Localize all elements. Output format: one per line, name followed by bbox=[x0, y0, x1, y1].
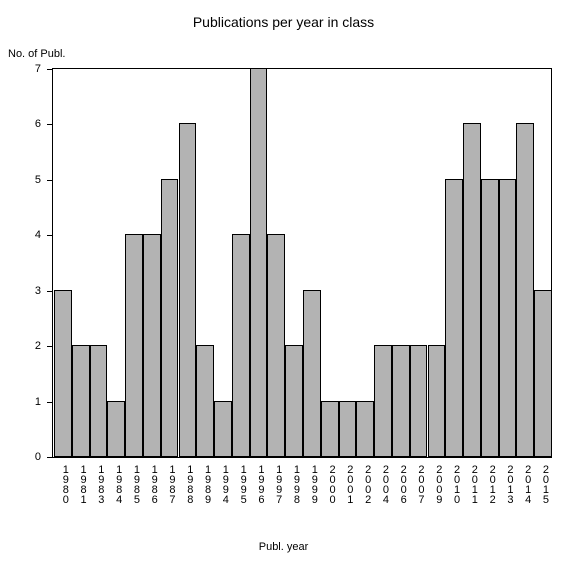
bar bbox=[72, 345, 90, 457]
x-tick-label: 2015 bbox=[533, 464, 551, 504]
x-tick-label: 2012 bbox=[480, 464, 498, 504]
bar bbox=[196, 345, 214, 457]
x-tick-label: 1996 bbox=[249, 464, 267, 504]
x-axis-label: Publ. year bbox=[0, 541, 567, 553]
x-tick-label: 2010 bbox=[444, 464, 462, 504]
bar bbox=[463, 123, 481, 457]
x-tick-label: 2011 bbox=[462, 464, 480, 504]
x-tick-label: 2006 bbox=[391, 464, 409, 504]
y-tick-label: 2 bbox=[0, 340, 41, 352]
x-tick-label: 1980 bbox=[53, 464, 71, 504]
bar bbox=[179, 123, 197, 457]
bar bbox=[481, 179, 499, 457]
y-tick-mark bbox=[47, 457, 52, 458]
x-tick-label: 2000 bbox=[320, 464, 338, 504]
bar bbox=[516, 123, 534, 457]
bar bbox=[392, 345, 410, 457]
bar bbox=[54, 290, 72, 457]
bar bbox=[267, 234, 285, 457]
x-tick-label: 1983 bbox=[89, 464, 107, 504]
bar bbox=[499, 179, 517, 457]
y-tick-mark bbox=[47, 180, 52, 181]
bar bbox=[410, 345, 428, 457]
y-tick-label: 3 bbox=[0, 285, 41, 297]
x-tick-label: 2013 bbox=[498, 464, 516, 504]
x-tick-label: 1994 bbox=[213, 464, 231, 504]
y-tick-label: 6 bbox=[0, 118, 41, 130]
bar bbox=[534, 290, 552, 457]
bar bbox=[428, 345, 446, 457]
bar bbox=[303, 290, 321, 457]
bar bbox=[285, 345, 303, 457]
bar bbox=[339, 401, 357, 457]
y-tick-mark bbox=[47, 346, 52, 347]
x-tick-label: 2009 bbox=[427, 464, 445, 504]
bar bbox=[232, 234, 250, 457]
x-tick-label: 1998 bbox=[284, 464, 302, 504]
x-tick-label: 1984 bbox=[106, 464, 124, 504]
bar bbox=[445, 179, 463, 457]
bar bbox=[214, 401, 232, 457]
x-tick-label: 1988 bbox=[178, 464, 196, 504]
y-tick-label: 4 bbox=[0, 229, 41, 241]
x-tick-label: 2014 bbox=[515, 464, 533, 504]
bar bbox=[321, 401, 339, 457]
x-tick-label: 1989 bbox=[195, 464, 213, 504]
bar bbox=[125, 234, 143, 457]
y-tick-mark bbox=[47, 69, 52, 70]
bar bbox=[143, 234, 161, 457]
y-axis-label: No. of Publ. bbox=[8, 48, 65, 60]
bar bbox=[161, 179, 179, 457]
x-tick-label: 1999 bbox=[302, 464, 320, 504]
x-tick-label: 2002 bbox=[355, 464, 373, 504]
y-tick-mark bbox=[47, 402, 52, 403]
x-tick-label: 1986 bbox=[142, 464, 160, 504]
x-tick-label: 1987 bbox=[160, 464, 178, 504]
chart-container: Publications per year in class No. of Pu… bbox=[0, 0, 567, 567]
bar bbox=[90, 345, 108, 457]
x-tick-label: 1985 bbox=[124, 464, 142, 504]
x-tick-label: 1995 bbox=[231, 464, 249, 504]
chart-title: Publications per year in class bbox=[0, 14, 567, 30]
y-tick-label: 0 bbox=[0, 451, 41, 463]
x-tick-label: 1997 bbox=[266, 464, 284, 504]
bar bbox=[250, 68, 268, 457]
x-tick-label: 2001 bbox=[338, 464, 356, 504]
y-tick-mark bbox=[47, 235, 52, 236]
y-tick-label: 7 bbox=[0, 63, 41, 75]
x-tick-label: 2007 bbox=[409, 464, 427, 504]
y-tick-mark bbox=[47, 124, 52, 125]
bar bbox=[356, 401, 374, 457]
y-tick-mark bbox=[47, 291, 52, 292]
x-tick-label: 2004 bbox=[373, 464, 391, 504]
bar bbox=[374, 345, 392, 457]
plot-area bbox=[52, 68, 552, 458]
y-tick-label: 5 bbox=[0, 174, 41, 186]
bar bbox=[107, 401, 125, 457]
y-tick-label: 1 bbox=[0, 396, 41, 408]
x-tick-label: 1981 bbox=[71, 464, 89, 504]
